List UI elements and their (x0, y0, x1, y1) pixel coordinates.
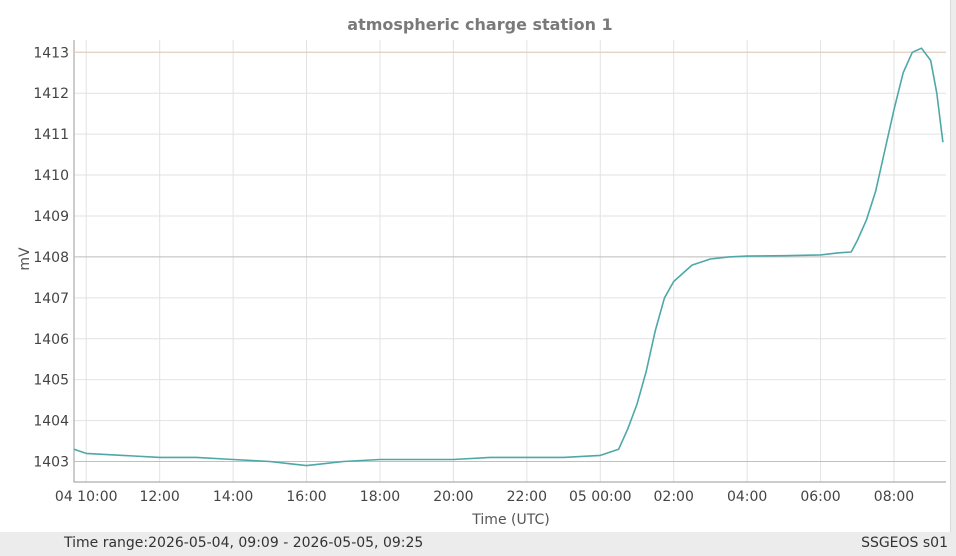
y-tick-labels: 1403 1404 1405 1406 1407 1408 1409 1410 1411 1412… (33, 45, 69, 470)
x-tick-label: 05 00:00 (569, 489, 632, 505)
x-tick-labels: 04 10:00 12:00 14:00 16:00 18:00 20:00 22:00 05… (55, 489, 914, 505)
y-axis-label: mV (17, 247, 33, 271)
x-tick-label: 22:00 (507, 489, 547, 505)
series-layer (73, 47, 944, 467)
x-tick-label: 04:00 (727, 489, 767, 505)
x-tick-label: 06:00 (800, 489, 840, 505)
x-tick-label: 08:00 (874, 489, 914, 505)
device-name-text: SSGEOS s01 (861, 535, 948, 551)
x-tick-label: 18:00 (360, 489, 400, 505)
series-line (73, 47, 944, 467)
reference-lines (74, 51, 946, 463)
x-tick-label: 12:00 (139, 489, 179, 505)
y-tick-label: 1405 (33, 373, 69, 389)
voltage-chart: atmospheric charge station 1 14031404140… (17, 15, 946, 528)
y-tick-label: 1407 (33, 291, 69, 307)
y-tick-label: 1408 (33, 250, 69, 266)
y-tick-label: 1413 (33, 45, 69, 61)
y-tick-label: 1409 (33, 209, 69, 225)
x-tick-label: 04 10:00 (55, 489, 118, 505)
x-tick-label: 14:00 (213, 489, 253, 505)
chart-title: atmospheric charge station 1 (347, 15, 612, 34)
y-tick-label: 1404 (33, 414, 69, 430)
x-axis-label: Time (UTC) (471, 512, 549, 528)
time-range-text: Time range:2026-05-04, 09:09 - 2026-05-0… (64, 535, 424, 551)
y-tick-label: 1412 (33, 86, 69, 102)
plot-frame: atmospheric charge station 1 1403 1404 140… (0, 0, 951, 532)
y-tick-label: 1406 (33, 332, 69, 348)
y-tick-label: 1410 (33, 168, 69, 184)
x-tick-label: 02:00 (654, 489, 694, 505)
grid-layer (73, 40, 946, 483)
y-tick-label: 1411 (33, 127, 69, 143)
y-tick-label: 1403 (33, 455, 69, 471)
x-tick-label: 20:00 (433, 489, 473, 505)
axis-lines (73, 40, 946, 483)
x-tick-label: 16:00 (286, 489, 326, 505)
